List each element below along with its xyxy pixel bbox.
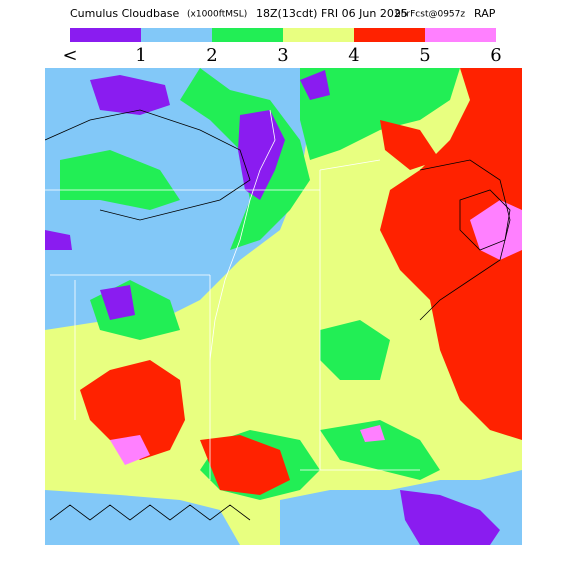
- colorbar-label: <: [62, 45, 77, 66]
- colorbar-swatch: [425, 28, 496, 42]
- colorbar-label: 1: [135, 45, 146, 66]
- title: Cumulus Cloudbase (x1000ftMSL) 18Z(13cdt…: [70, 7, 496, 20]
- valid-time: 18Z(13cdt) FRI 06 Jun 2025: [256, 7, 408, 20]
- colorbar-label: 4: [348, 45, 359, 66]
- colorbar: [70, 28, 496, 42]
- colorbar-swatch: [354, 28, 425, 42]
- colorbar-labels: <1 2 3 4 5 6: [62, 45, 501, 66]
- colorbar-label: 6: [490, 45, 501, 66]
- units: (x1000ftMSL): [187, 10, 247, 20]
- colorbar-swatch: [141, 28, 212, 42]
- forecast-run: 9hrFcst@0957z: [395, 10, 465, 20]
- colorbar-label: 5: [419, 45, 430, 66]
- map: [45, 68, 522, 545]
- colorbar-label: 3: [277, 45, 288, 66]
- colorbar-swatch: [70, 28, 141, 42]
- colorbar-swatch: [283, 28, 354, 42]
- colorbar-label: 2: [206, 45, 217, 66]
- colorbar-swatch: [212, 28, 283, 42]
- model: RAP: [474, 7, 496, 20]
- product: Cumulus Cloudbase: [70, 7, 179, 20]
